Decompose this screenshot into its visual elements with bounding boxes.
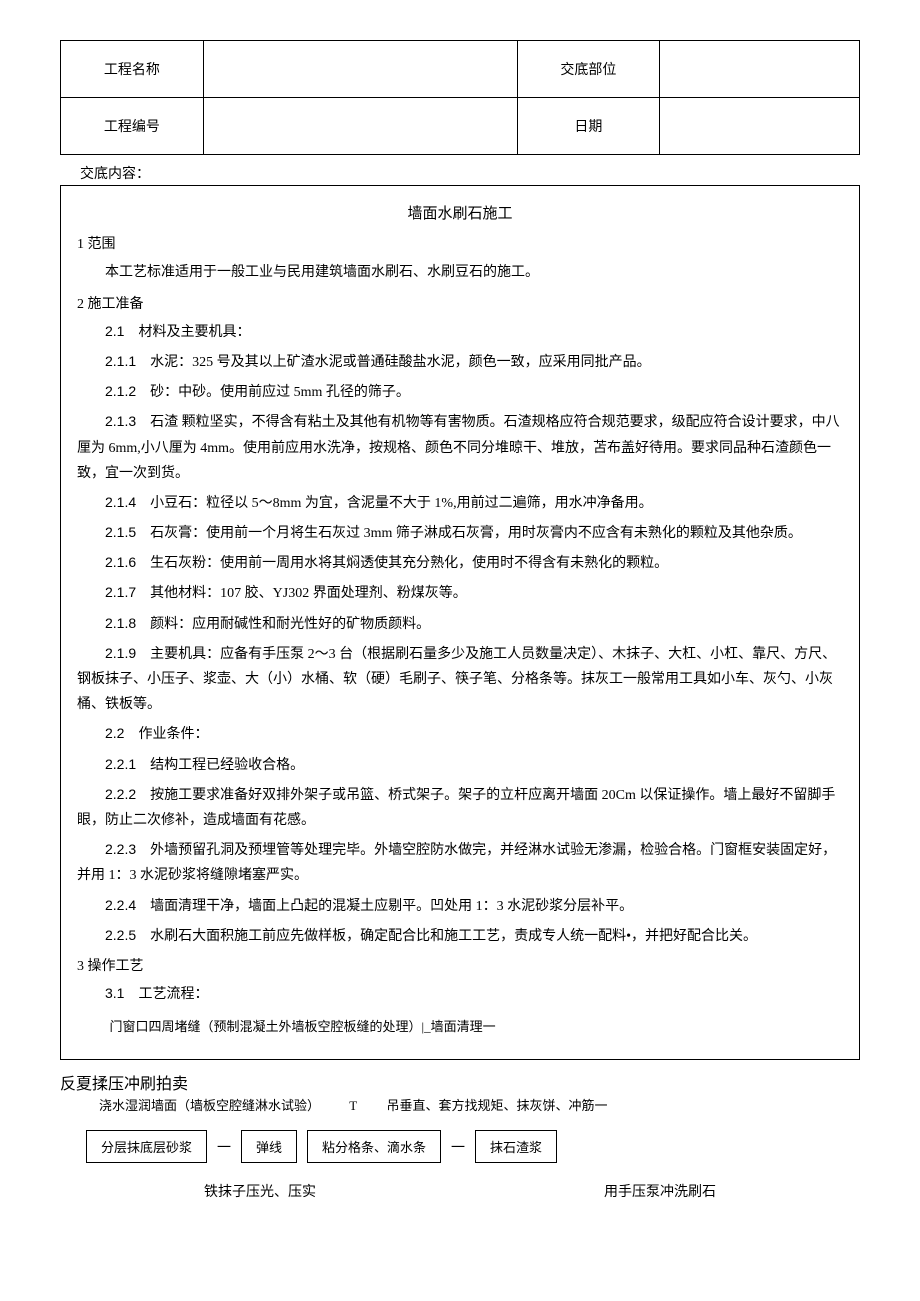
item-2-1-2: 2.1.2砂：中砂。使用前应过 5mm 孔径的筛子。 xyxy=(77,379,843,405)
item-2-1: 2.1材料及主要机具： xyxy=(77,319,843,345)
item-2-1-5: 2.1.5石灰膏：使用前一个月将生石灰过 3mm 筛子淋成石灰膏，用时灰膏内不应… xyxy=(77,520,843,546)
delivery-part-value xyxy=(660,41,860,98)
section-1-heading: 1 范围 xyxy=(77,233,843,253)
bottom-right: 用手压泵冲洗刷石 xyxy=(604,1181,716,1201)
flow-box-2: 弹线 xyxy=(241,1130,297,1163)
item-2-1-4: 2.1.4小豆石：粒径以 5～8mm 为宜，含泥量不大于 1%,用前过二遍筛，用… xyxy=(77,490,843,516)
flow-arrow-1: 一 xyxy=(217,1137,231,1157)
flow-box-4: 抹石渣浆 xyxy=(475,1130,557,1163)
flow-line-2: 浇水湿润墙面（墙板空腔缝淋水试验） T 吊垂直、套方找规矩、抹灰饼、冲筋一 xyxy=(99,1096,860,1117)
project-name-label: 工程名称 xyxy=(61,41,204,98)
item-2-1-9: 2.1.9主要机具：应备有手压泵 2～3 台（根据刷石量多少及施工人员数量决定）… xyxy=(77,641,843,718)
document-title: 墙面水刷石施工 xyxy=(77,202,843,223)
section-3-heading: 3 操作工艺 xyxy=(77,955,843,975)
item-2-1-1: 2.1.1水泥：325 号及其以上矿渣水泥或普通硅酸盐水泥，颜色一致，应采用同批… xyxy=(77,349,843,375)
project-name-value xyxy=(203,41,517,98)
section-2-heading: 2 施工准备 xyxy=(77,293,843,313)
content-box: 墙面水刷石施工 1 范围 本工艺标准适用于一般工业与民用建筑墙面水刷石、水刷豆石… xyxy=(60,185,860,1060)
item-2-2-4: 2.2.4墙面清理干净，墙面上凸起的混凝土应剔平。凹处用 1：3 水泥砂浆分层补… xyxy=(77,893,843,919)
bottom-row: 铁抹子压光、压实 用手压泵冲洗刷石 xyxy=(60,1181,860,1201)
item-2-1-7: 2.1.7其他材料：107 胶、YJ302 界面处理剂、粉煤灰等。 xyxy=(77,580,843,606)
date-value xyxy=(660,98,860,155)
item-2-2-5: 2.2.5水刷石大面积施工前应先做样板，确定配合比和施工工艺，责成专人统一配料•… xyxy=(77,923,843,949)
sub-header: 交底内容： xyxy=(80,163,860,183)
flow-boxes: 分层抹底层砂浆 一 弹线 粘分格条、滴水条 一 抹石渣浆 xyxy=(86,1130,860,1163)
bottom-left: 铁抹子压光、压实 xyxy=(204,1181,316,1201)
item-3-1: 3.1工艺流程： xyxy=(77,981,843,1007)
item-2-1-8: 2.1.8颜料：应用耐碱性和耐光性好的矿物质颜料。 xyxy=(77,611,843,637)
date-label: 日期 xyxy=(517,98,660,155)
project-no-value xyxy=(203,98,517,155)
flow-arrow-2: 一 xyxy=(451,1137,465,1157)
big-label: 反夏揉压冲刷拍卖 xyxy=(60,1070,860,1094)
flow-box-1: 分层抹底层砂浆 xyxy=(86,1130,207,1163)
delivery-part-label: 交底部位 xyxy=(517,41,660,98)
item-2-2-3: 2.2.3外墙预留孔洞及预埋管等处理完毕。外墙空腔防水做完，并经淋水试验无渗漏，… xyxy=(77,837,843,888)
item-2-2-2: 2.2.2按施工要求准备好双排外架子或吊篮、桥式架子。架子的立杆应离开墙面 20… xyxy=(77,782,843,833)
project-no-label: 工程编号 xyxy=(61,98,204,155)
item-2-2: 2.2作业条件： xyxy=(77,721,843,747)
header-table: 工程名称 交底部位 工程编号 日期 xyxy=(60,40,860,155)
section-1-body: 本工艺标准适用于一般工业与民用建筑墙面水刷石、水刷豆石的施工。 xyxy=(77,261,843,285)
flow-line-1: 门窗口四周堵缝（预制混凝土外墙板空腔板缝的处理）|_墙面清理一 xyxy=(110,1015,844,1038)
item-2-1-3: 2.1.3石渣 颗粒坚实，不得含有粘土及其他有机物等有害物质。石渣规格应符合规范… xyxy=(77,409,843,486)
flow-box-3: 粘分格条、滴水条 xyxy=(307,1130,441,1163)
item-2-1-6: 2.1.6生石灰粉：使用前一周用水将其焖透使其充分熟化，使用时不得含有未熟化的颗… xyxy=(77,550,843,576)
item-2-2-1: 2.2.1结构工程已经验收合格。 xyxy=(77,752,843,778)
